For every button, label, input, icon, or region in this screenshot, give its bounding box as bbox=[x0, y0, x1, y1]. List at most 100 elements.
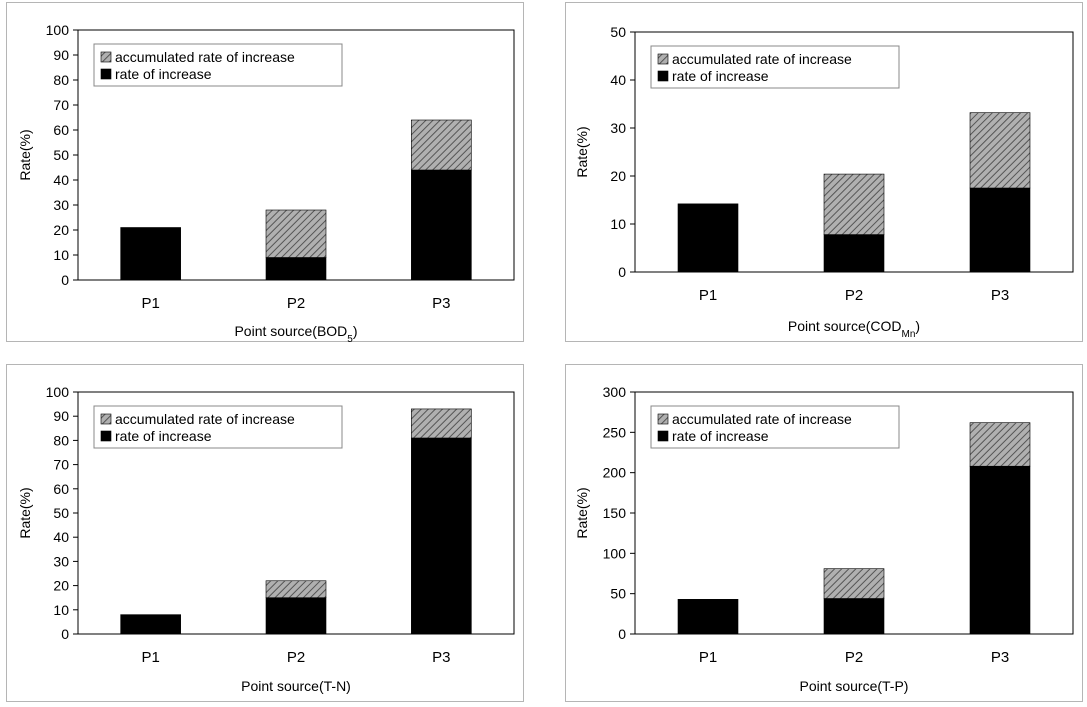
x-axis-label: Point source(CODMn) bbox=[788, 318, 920, 340]
y-tick-label: 10 bbox=[53, 602, 69, 618]
x-tick-label: P1 bbox=[699, 287, 717, 304]
chart-bod5-svg: 0 10 20 30 40 50 60 70 80 90 100 Rate(%) P1 P2 P3 Point… bbox=[6, 2, 524, 345]
y-tick-label: 10 bbox=[610, 216, 626, 232]
y-tick-label: 30 bbox=[610, 120, 626, 136]
legend-label-accumulated: accumulated rate of increase bbox=[115, 411, 295, 427]
bar-p2-rate bbox=[265, 597, 327, 635]
x-tick-label: P1 bbox=[141, 295, 159, 312]
legend-label-rate: rate of increase bbox=[672, 68, 769, 84]
chart-frame bbox=[565, 364, 1083, 702]
y-tick-label: 0 bbox=[61, 272, 69, 288]
bar-p2-accumulated bbox=[265, 209, 327, 258]
x-tick-label: P1 bbox=[141, 649, 159, 666]
y-tick-label: 100 bbox=[46, 384, 70, 400]
legend-swatch-rate bbox=[100, 68, 112, 80]
chart-bod5: 0 10 20 30 40 50 60 70 80 90 100 Rate(%) P1 P2 P3 Point… bbox=[6, 2, 524, 347]
legend-swatch-accumulated bbox=[657, 53, 669, 65]
legend-label-rate: rate of increase bbox=[115, 428, 212, 444]
legend-box bbox=[93, 405, 343, 449]
y-tick-label: 80 bbox=[53, 432, 69, 448]
chart-tp-svg: 0 50 100 150 200 250 300 Rate(%) P1 P2 P3 Point sou… bbox=[565, 364, 1083, 702]
y-tick-label: 20 bbox=[610, 168, 626, 184]
chart-tn-svg: 0 10 20 30 40 50 60 70 80 90 100 Rate(%) P1 P2 P3 Point… bbox=[6, 364, 524, 702]
chart-frame bbox=[565, 2, 1083, 342]
legend-swatch-rate bbox=[657, 70, 669, 82]
legend-swatch-accumulated bbox=[100, 413, 112, 425]
y-tick-label: 60 bbox=[53, 481, 69, 497]
y-tick-label: 0 bbox=[618, 626, 626, 642]
y-tick-label: 40 bbox=[610, 72, 626, 88]
bar-p3-accumulated bbox=[969, 112, 1031, 189]
legend-label-accumulated: accumulated rate of increase bbox=[672, 411, 852, 427]
bar-p1-rate bbox=[120, 227, 181, 281]
chart-tn: 0 10 20 30 40 50 60 70 80 90 100 Rate(%) P1 P2 P3 Point… bbox=[6, 364, 524, 707]
y-tick-label: 90 bbox=[53, 47, 69, 63]
y-tick-label: 100 bbox=[46, 22, 70, 38]
legend-label-rate: rate of increase bbox=[115, 66, 212, 82]
legend-label-accumulated: accumulated rate of increase bbox=[115, 49, 295, 65]
bar-p3-rate bbox=[411, 169, 472, 281]
legend-swatch-rate bbox=[100, 430, 112, 442]
y-axis-label: Rate(%) bbox=[17, 129, 33, 180]
y-tick-label: 70 bbox=[53, 457, 69, 473]
x-axis-label: Point source(T-P) bbox=[800, 678, 909, 694]
x-axis-label: Point source(T-N) bbox=[241, 678, 351, 694]
x-tick-label: P3 bbox=[432, 649, 450, 666]
legend-label-accumulated: accumulated rate of increase bbox=[672, 51, 852, 67]
y-tick-label: 100 bbox=[603, 545, 627, 561]
bar-p3-rate bbox=[969, 465, 1031, 635]
y-tick-label: 80 bbox=[53, 72, 69, 88]
legend-swatch-accumulated bbox=[657, 413, 669, 425]
y-tick-label: 40 bbox=[53, 529, 69, 545]
y-tick-label: 50 bbox=[53, 147, 69, 163]
x-tick-label: P3 bbox=[991, 287, 1009, 304]
legend-label-rate: rate of increase bbox=[672, 428, 769, 444]
y-tick-label: 300 bbox=[603, 384, 627, 400]
x-tick-label: P2 bbox=[845, 287, 863, 304]
bar-p3-rate bbox=[411, 437, 472, 635]
y-tick-label: 90 bbox=[53, 408, 69, 424]
x-tick-label: P1 bbox=[699, 649, 717, 666]
bar-p2-rate bbox=[823, 598, 885, 635]
legend-swatch-accumulated bbox=[100, 51, 112, 63]
y-tick-label: 0 bbox=[61, 626, 69, 642]
y-tick-label: 150 bbox=[603, 505, 627, 521]
bar-p1-rate bbox=[120, 614, 181, 635]
x-tick-label: P3 bbox=[432, 295, 450, 312]
bar-p3-rate bbox=[969, 187, 1031, 273]
x-axis-label: Point source(BOD5) bbox=[234, 323, 357, 342]
y-axis-label: Rate(%) bbox=[17, 487, 33, 538]
bar-p2-accumulated bbox=[823, 173, 885, 235]
y-axis-label: Rate(%) bbox=[574, 126, 590, 177]
legend-box bbox=[650, 405, 900, 449]
chart-frame bbox=[6, 364, 524, 702]
chart-frame bbox=[6, 2, 524, 342]
y-tick-label: 20 bbox=[53, 222, 69, 238]
legend-box bbox=[650, 45, 900, 89]
y-tick-label: 200 bbox=[603, 465, 627, 481]
y-tick-label: 50 bbox=[53, 505, 69, 521]
chart-tp: 0 50 100 150 200 250 300 Rate(%) P1 P2 P3 Point sou… bbox=[565, 364, 1083, 707]
bar-p1-rate bbox=[677, 599, 739, 635]
y-tick-label: 60 bbox=[53, 122, 69, 138]
x-tick-label: P3 bbox=[991, 649, 1009, 666]
legend-swatch-rate bbox=[657, 430, 669, 442]
y-tick-label: 40 bbox=[53, 172, 69, 188]
bar-p2-accumulated bbox=[265, 580, 327, 598]
y-tick-label: 0 bbox=[618, 264, 626, 280]
y-tick-label: 10 bbox=[53, 247, 69, 263]
x-tick-label: P2 bbox=[287, 649, 305, 666]
y-tick-label: 50 bbox=[610, 586, 626, 602]
y-axis-label: Rate(%) bbox=[574, 487, 590, 538]
x-tick-label: P2 bbox=[845, 649, 863, 666]
bar-p3-accumulated bbox=[969, 422, 1031, 467]
bar-p3-accumulated bbox=[411, 408, 472, 439]
bar-p2-rate bbox=[265, 257, 327, 281]
y-tick-label: 50 bbox=[610, 24, 626, 40]
x-tick-label: P2 bbox=[287, 295, 305, 312]
y-tick-label: 70 bbox=[53, 97, 69, 113]
bar-p2-rate bbox=[823, 234, 885, 273]
legend-box bbox=[93, 43, 343, 87]
chart-codmn-svg: 0 10 20 30 40 50 Rate(%) P1 P2 P3 Point source(COD… bbox=[565, 2, 1083, 342]
y-tick-label: 20 bbox=[53, 578, 69, 594]
